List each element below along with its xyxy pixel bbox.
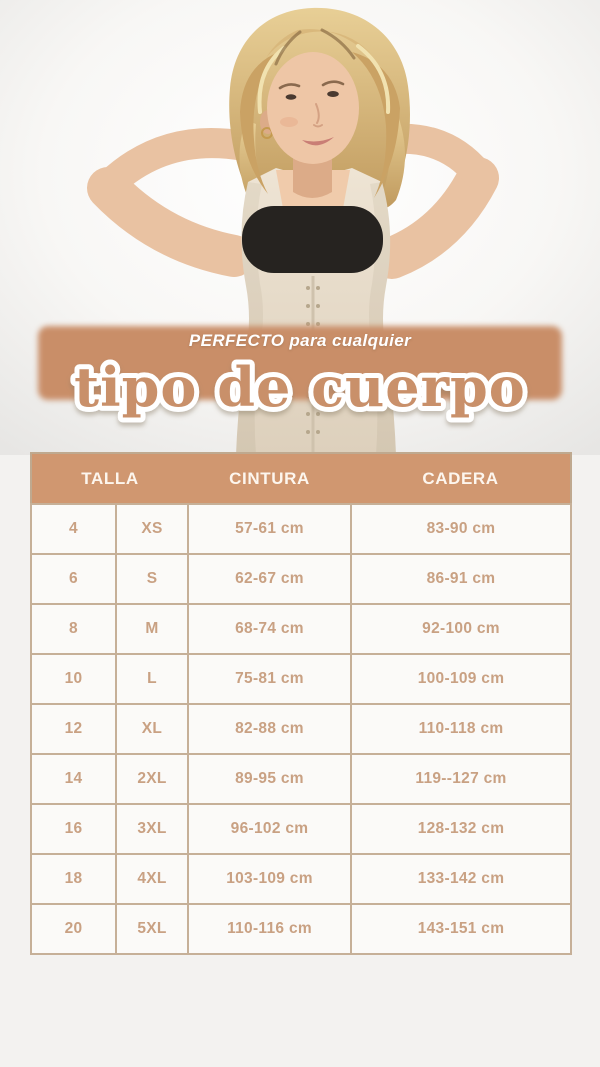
nose [313, 103, 323, 128]
table-row: 16 3XL 96-102 cm 128-132 cm [30, 803, 573, 855]
size-number-cell: 12 [30, 703, 117, 755]
size-number-cell: 4 [30, 503, 117, 555]
cintura-cell: 82-88 cm [187, 703, 353, 755]
size-number-cell: 6 [30, 553, 117, 605]
blush [280, 117, 298, 127]
cintura-cell: 68-74 cm [187, 603, 353, 655]
size-letter-cell: XL [114, 703, 190, 755]
size-letter-cell: S [114, 553, 190, 605]
size-chart: TALLA CINTURA CADERA 4 XS 57-61 cm 83-90 cm… [30, 452, 573, 955]
size-table: TALLA CINTURA CADERA 4 XS 57-61 cm 83-90 cm… [30, 452, 573, 955]
table-header-row: TALLA CINTURA CADERA [31, 453, 572, 504]
size-letter-cell: 2XL [114, 753, 190, 805]
eyebrows [278, 80, 345, 90]
header-cintura: CINTURA [188, 453, 352, 504]
banner-eyebrow-bold: PERFECTO [188, 331, 285, 350]
banner-headline: tipo de cuerpo [74, 355, 526, 419]
promo-banner: PERFECTO para cualquier tipo de cuerpo [38, 326, 562, 424]
cintura-cell: 110-116 cm [187, 903, 353, 955]
size-letter-cell: 4XL [114, 853, 190, 905]
face [260, 52, 359, 164]
cintura-cell: 96-102 cm [187, 803, 353, 855]
banner-background [38, 326, 562, 400]
cintura-cell: 89-95 cm [187, 753, 353, 805]
table-row: 6 S 62-67 cm 86-91 cm [30, 553, 573, 605]
table-row: 20 5XL 110-116 cm 143-151 cm [30, 903, 573, 955]
banner-headline-art: tipo de cuerpo [69, 350, 530, 424]
black-band [242, 206, 383, 273]
eyes [285, 91, 339, 100]
cadera-cell: 133-142 cm [350, 853, 573, 905]
cadera-cell: 86-91 cm [350, 553, 573, 605]
size-letter-cell: L [114, 653, 190, 705]
table-row: 8 M 68-74 cm 92-100 cm [30, 603, 573, 655]
size-number-cell: 14 [30, 753, 117, 805]
raised-arms [87, 123, 499, 279]
size-letter-cell: M [114, 603, 190, 655]
cadera-cell: 83-90 cm [350, 503, 573, 555]
hair-front [240, 28, 400, 198]
lips [302, 137, 334, 146]
table-row: 18 4XL 103-109 cm 133-142 cm [30, 853, 573, 905]
cintura-cell: 103-109 cm [187, 853, 353, 905]
size-number-cell: 16 [30, 803, 117, 855]
size-table-body: 4 XS 57-61 cm 83-90 cm 6 S 62-67 cm 86-91 cm 8 M 6… [30, 503, 573, 955]
cadera-cell: 143-151 cm [350, 903, 573, 955]
size-number-cell: 18 [30, 853, 117, 905]
cadera-cell: 119--127 cm [350, 753, 573, 805]
size-letter-cell: 5XL [114, 903, 190, 955]
size-number-cell: 8 [30, 603, 117, 655]
cintura-cell: 57-61 cm [187, 503, 353, 555]
cintura-cell: 75-81 cm [187, 653, 353, 705]
banner-eyebrow: PERFECTO para cualquier [38, 331, 562, 351]
cadera-cell: 128-132 cm [350, 803, 573, 855]
table-row: 10 L 75-81 cm 100-109 cm [30, 653, 573, 705]
table-row: 4 XS 57-61 cm 83-90 cm [30, 503, 573, 555]
size-number-cell: 20 [30, 903, 117, 955]
size-letter-cell: XS [114, 503, 190, 555]
cadera-cell: 100-109 cm [350, 653, 573, 705]
cintura-cell: 62-67 cm [187, 553, 353, 605]
header-talla: TALLA [31, 453, 189, 504]
table-row: 14 2XL 89-95 cm 119--127 cm [30, 753, 573, 805]
size-letter-cell: 3XL [114, 803, 190, 855]
cadera-cell: 92-100 cm [350, 603, 573, 655]
header-cadera: CADERA [351, 453, 572, 504]
size-number-cell: 10 [30, 653, 117, 705]
banner-eyebrow-rest: para cualquier [289, 331, 412, 350]
table-row: 12 XL 82-88 cm 110-118 cm [30, 703, 573, 755]
cadera-cell: 110-118 cm [350, 703, 573, 755]
